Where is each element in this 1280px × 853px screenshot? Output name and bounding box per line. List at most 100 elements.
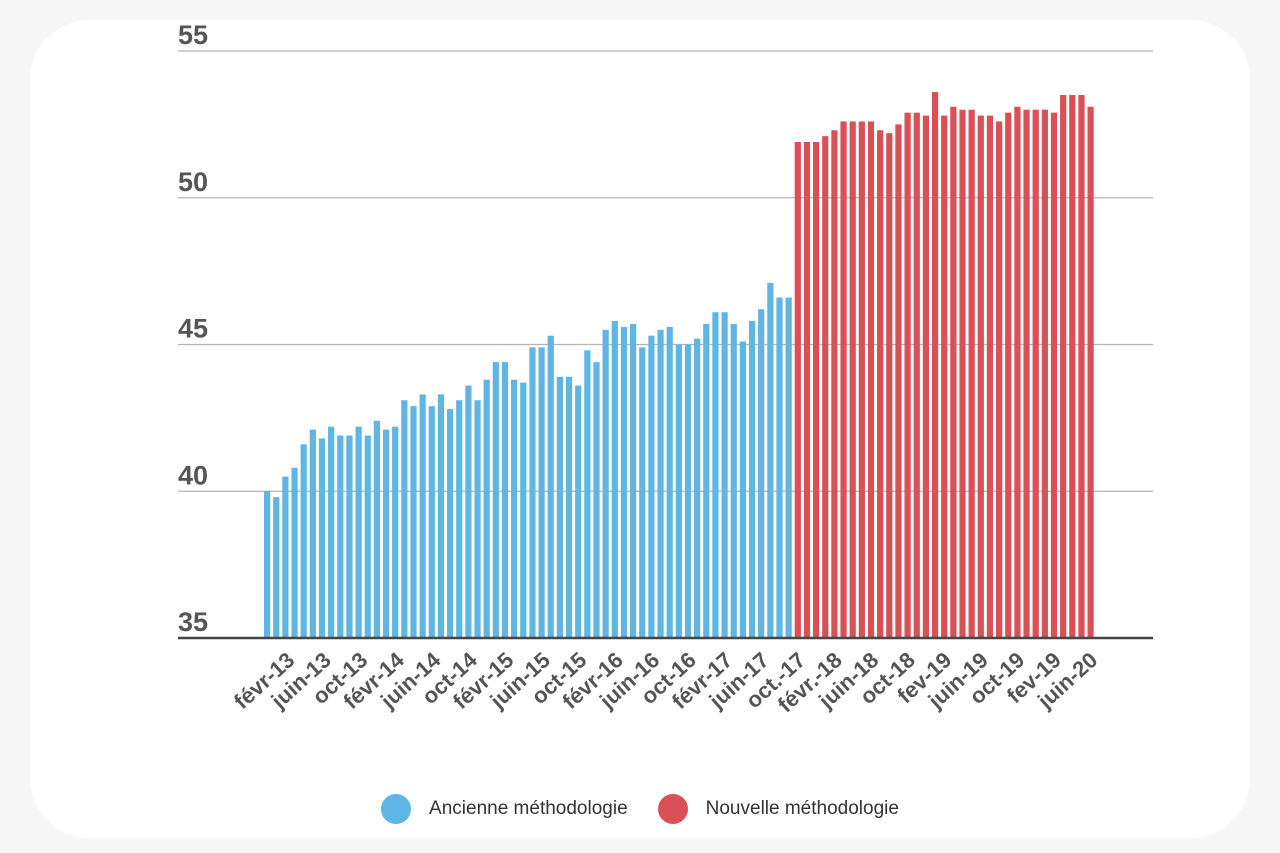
bar-old-33 xyxy=(565,376,573,638)
bar-old-9 xyxy=(346,435,353,638)
y-tick-label-50: 50 xyxy=(178,167,208,197)
bar-old-18 xyxy=(428,406,435,638)
bar-new-79 xyxy=(986,115,994,638)
bar-old-27 xyxy=(511,379,518,638)
bar-new-88 xyxy=(1069,95,1076,638)
bar-new-80 xyxy=(996,121,1003,638)
bar-old-10 xyxy=(355,426,362,638)
bar-new-90 xyxy=(1087,106,1094,638)
bar-old-1 xyxy=(273,497,280,638)
bar-new-84 xyxy=(1032,109,1039,638)
bar-new-61 xyxy=(822,136,829,639)
bar-old-35 xyxy=(584,350,591,638)
bar-old-23 xyxy=(474,400,481,638)
legend: Ancienne méthodologie Nouvelle méthodolo… xyxy=(0,794,1280,824)
bar-old-30 xyxy=(538,347,545,638)
bar-old-44 xyxy=(666,326,673,638)
bar-old-4 xyxy=(300,444,307,638)
bar-new-60 xyxy=(813,141,820,639)
bar-old-15 xyxy=(401,400,408,638)
bar-new-72 xyxy=(922,115,929,638)
y-axis-ticks: 35 40 45 50 55 xyxy=(178,20,208,637)
bar-old-16 xyxy=(410,406,417,638)
bar-old-12 xyxy=(373,420,380,638)
bar-old-29 xyxy=(529,347,536,638)
bar-old-22 xyxy=(465,385,472,638)
bar-old-31 xyxy=(547,335,554,638)
legend-item-old[interactable]: Ancienne méthodologie xyxy=(381,794,628,824)
bar-new-62 xyxy=(831,130,838,638)
bar-new-85 xyxy=(1041,109,1048,638)
bar-old-53 xyxy=(748,321,756,638)
bar-old-26 xyxy=(501,362,509,638)
bar-old-46 xyxy=(684,344,692,638)
bar-old-49 xyxy=(712,312,719,638)
bar-old-7 xyxy=(328,426,335,638)
bar-new-86 xyxy=(1050,112,1058,638)
bar-old-54 xyxy=(758,309,765,638)
bar-new-74 xyxy=(941,115,948,638)
y-tick-label-45: 45 xyxy=(178,314,208,344)
bar-old-50 xyxy=(721,312,728,638)
bar-old-55 xyxy=(767,282,774,638)
bar-new-87 xyxy=(1060,95,1067,638)
y-tick-label-40: 40 xyxy=(178,460,208,490)
bar-old-45 xyxy=(675,344,682,638)
bar-new-82 xyxy=(1014,106,1021,638)
bar-new-59 xyxy=(803,141,811,639)
bar-old-36 xyxy=(593,362,600,638)
bar-old-51 xyxy=(730,323,737,638)
bar-new-89 xyxy=(1078,95,1085,638)
bar-old-13 xyxy=(382,429,390,638)
bar-old-57 xyxy=(785,297,792,638)
bar-old-24 xyxy=(483,379,490,638)
bar-old-40 xyxy=(630,323,637,638)
bar-old-37 xyxy=(602,329,609,638)
bar-new-71 xyxy=(913,112,920,638)
bar-old-52 xyxy=(739,341,746,638)
bar-old-19 xyxy=(437,394,445,638)
bar-new-58 xyxy=(794,141,801,639)
bar-old-0 xyxy=(264,491,271,638)
bar-old-17 xyxy=(419,394,426,638)
bars xyxy=(264,92,1094,639)
bar-old-21 xyxy=(456,400,463,638)
bar-new-83 xyxy=(1023,109,1030,638)
bar-old-2 xyxy=(282,476,289,638)
bar-new-76 xyxy=(959,109,966,638)
bar-old-5 xyxy=(309,429,316,638)
bar-old-3 xyxy=(291,467,298,638)
bar-new-81 xyxy=(1005,112,1012,638)
bar-new-78 xyxy=(977,115,984,638)
bar-old-11 xyxy=(364,435,371,638)
bar-old-39 xyxy=(620,326,628,638)
bar-old-47 xyxy=(694,338,701,638)
bar-new-77 xyxy=(968,109,975,638)
bar-new-69 xyxy=(895,124,902,639)
bar-old-56 xyxy=(776,297,783,638)
bar-new-64 xyxy=(849,121,856,638)
legend-label-old: Ancienne méthodologie xyxy=(429,798,628,819)
bar-new-75 xyxy=(950,106,957,638)
bar-old-25 xyxy=(492,362,499,638)
bar-new-65 xyxy=(858,121,865,638)
bar-old-32 xyxy=(556,376,563,638)
bar-new-73 xyxy=(931,92,939,639)
legend-swatch-old xyxy=(381,794,412,824)
bar-old-43 xyxy=(657,329,664,638)
bar-old-14 xyxy=(392,426,399,638)
bar-old-38 xyxy=(611,321,618,638)
legend-swatch-new xyxy=(657,794,688,824)
bar-new-66 xyxy=(867,121,875,638)
legend-item-new[interactable]: Nouvelle méthodologie xyxy=(657,794,899,824)
bar-old-6 xyxy=(318,438,326,638)
bar-new-67 xyxy=(877,130,884,638)
bar-old-41 xyxy=(639,347,646,638)
x-axis-ticks: févr-13juin-13oct-13févr-14juin-14oct-14… xyxy=(229,647,1102,718)
bar-old-8 xyxy=(337,435,344,638)
bar-old-28 xyxy=(520,382,527,638)
y-tick-label-55: 55 xyxy=(178,20,208,50)
bar-old-34 xyxy=(575,385,582,638)
bar-new-63 xyxy=(840,121,847,638)
legend-label-new: Nouvelle méthodologie xyxy=(705,798,899,819)
